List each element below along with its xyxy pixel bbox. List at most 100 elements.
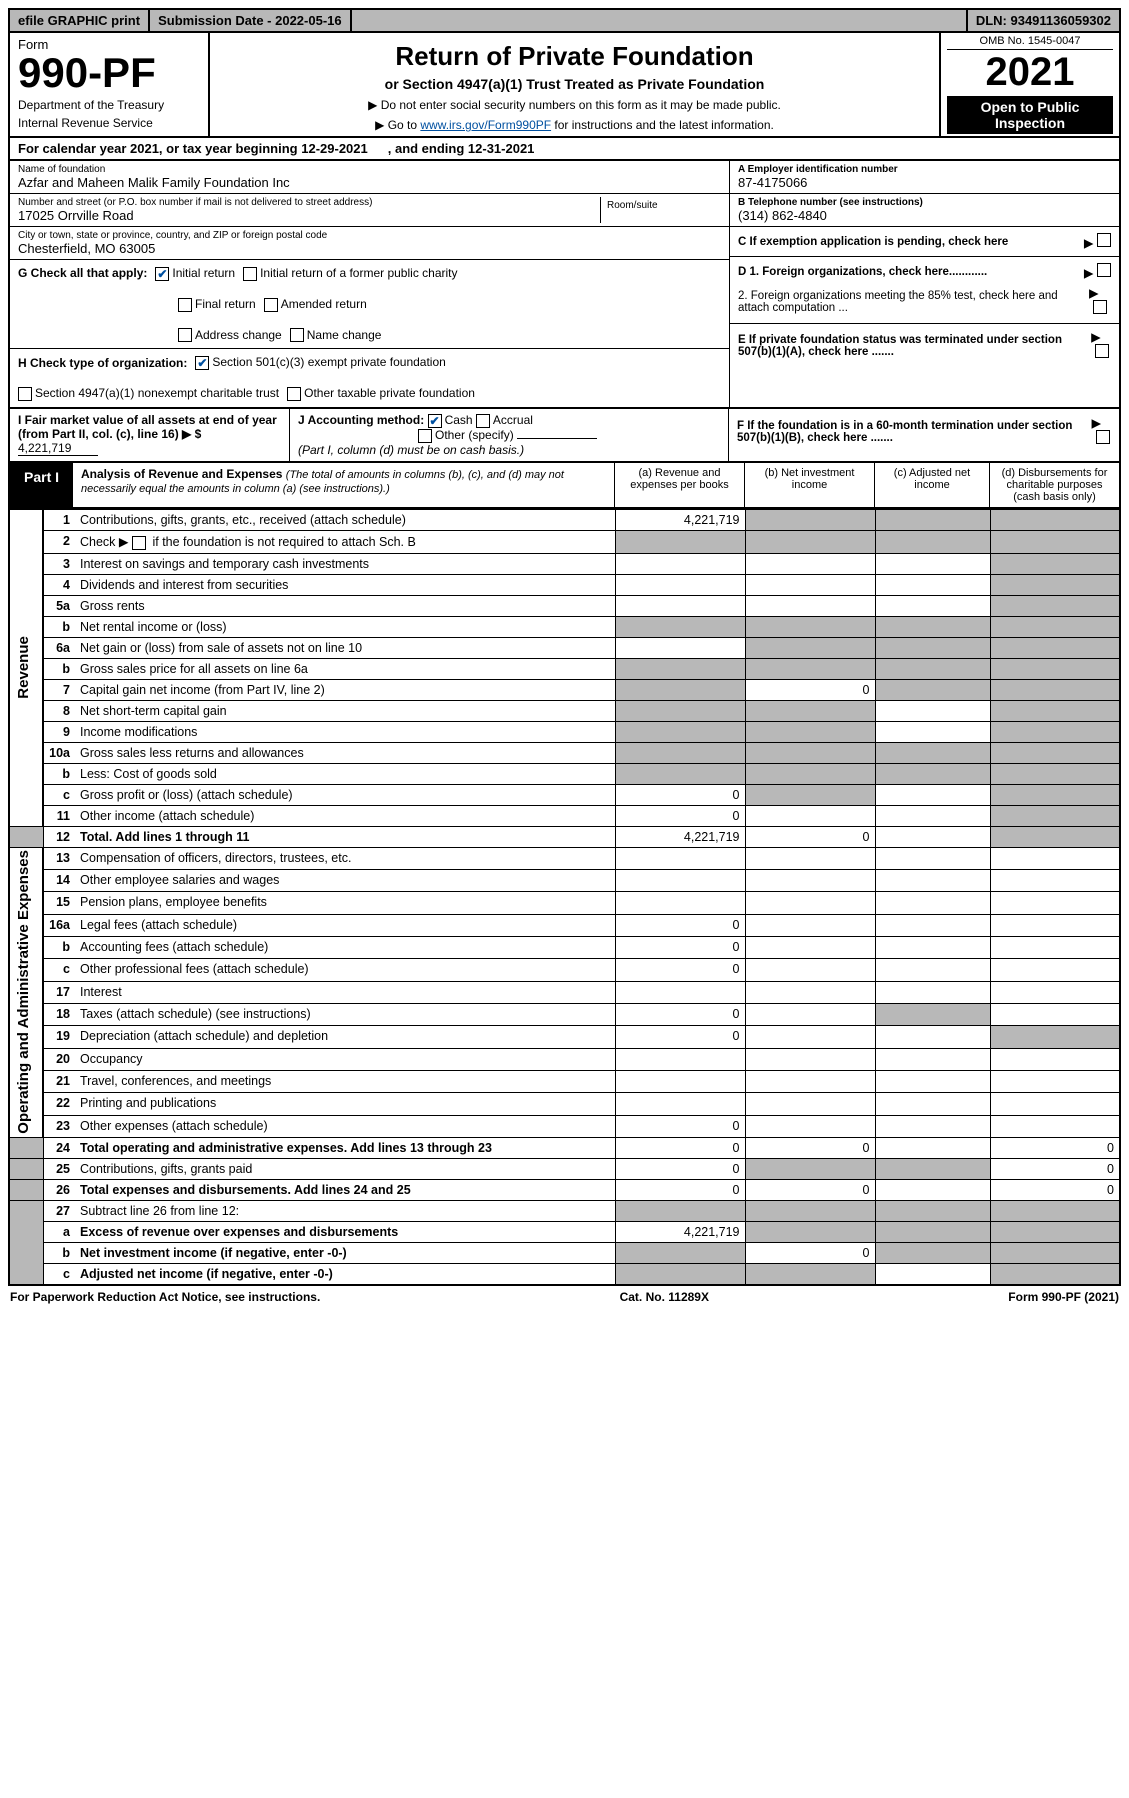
irs-link[interactable]: www.irs.gov/Form990PF [420, 118, 551, 132]
row-4-desc: Dividends and interest from securities [75, 574, 615, 595]
row-15-col-a [615, 892, 745, 914]
row-22-num: 22 [43, 1093, 75, 1115]
ein-value: 87-4175066 [738, 175, 1111, 190]
row-23-desc: Other expenses (attach schedule) [75, 1115, 615, 1137]
row-27a: aExcess of revenue over expenses and dis… [9, 1222, 1120, 1243]
row-26-col-a: 0 [615, 1180, 745, 1201]
g-check-row: G Check all that apply: Initial return I… [10, 260, 729, 349]
row-2-post: if the foundation is not required to att… [149, 535, 416, 549]
row-3-desc: Interest on savings and temporary cash i… [75, 553, 615, 574]
c-label: C If exemption application is pending, c… [738, 236, 1008, 248]
omb-number: OMB No. 1545-0047 [947, 35, 1113, 50]
checkbox-initial-former[interactable] [243, 267, 257, 281]
row-25-col-d: 0 [990, 1159, 1120, 1180]
row-16b-desc: Accounting fees (attach schedule) [75, 936, 615, 958]
row-11-col-d [990, 805, 1120, 826]
d-cell: D 1. Foreign organizations, check here..… [730, 257, 1119, 324]
row-16c-col-a: 0 [615, 959, 745, 981]
row-2-desc: Check ▶ if the foundation is not require… [75, 530, 615, 553]
row-27a-col-a: 4,221,719 [615, 1222, 745, 1243]
checkbox-sch-b[interactable] [132, 536, 146, 550]
row-10a-col-d [990, 742, 1120, 763]
col-a-header: (a) Revenue and expenses per books [614, 463, 744, 507]
checkbox-f[interactable] [1096, 430, 1110, 444]
row-1-col-b [745, 509, 875, 530]
checkbox-address-change[interactable] [178, 328, 192, 342]
city-value: Chesterfield, MO 63005 [18, 241, 721, 256]
header-mid: Return of Private Foundation or Section … [210, 33, 939, 136]
row-27c-col-c [875, 1264, 990, 1286]
row-23: 23Other expenses (attach schedule)0 [9, 1115, 1120, 1137]
row-27: 27Subtract line 26 from line 12: [9, 1201, 1120, 1222]
row-27a-desc: Excess of revenue over expenses and disb… [75, 1222, 615, 1243]
entity-info-grid: Name of foundation Azfar and Maheen Mali… [8, 161, 1121, 409]
checkbox-cash[interactable] [428, 414, 442, 428]
row-14-col-a [615, 869, 745, 891]
checkbox-501c3[interactable] [195, 356, 209, 370]
row-25-num: 25 [43, 1159, 75, 1180]
checkbox-other-method[interactable] [418, 429, 432, 443]
row-26: 26Total expenses and disbursements. Add … [9, 1180, 1120, 1201]
g-final: Final return [178, 297, 256, 312]
header-left: Form 990-PF Department of the Treasury I… [10, 33, 210, 136]
address-value: 17025 Orrville Road [18, 208, 600, 223]
row-19: 19Depreciation (attach schedule) and dep… [9, 1026, 1120, 1048]
checkbox-d2[interactable] [1093, 300, 1107, 314]
h-label: H Check type of organization: [18, 356, 187, 370]
checkbox-c[interactable] [1097, 233, 1111, 247]
row-5a-col-a [615, 595, 745, 616]
row-27-side [9, 1201, 43, 1286]
checkbox-name-change[interactable] [290, 328, 304, 342]
row-10c-col-a: 0 [615, 784, 745, 805]
row-24-num: 24 [43, 1138, 75, 1159]
row-16a-col-a: 0 [615, 914, 745, 936]
row-1-desc: Contributions, gifts, grants, etc., rece… [75, 509, 615, 530]
row-27c: cAdjusted net income (if negative, enter… [9, 1264, 1120, 1286]
row-5b-desc: Net rental income or (loss) [75, 616, 615, 637]
row-16c: cOther professional fees (attach schedul… [9, 959, 1120, 981]
column-headers: (a) Revenue and expenses per books (b) N… [614, 463, 1119, 507]
checkbox-accrual[interactable] [476, 414, 490, 428]
row-5b: bNet rental income or (loss) [9, 616, 1120, 637]
row-7-col-c [875, 679, 990, 700]
row-6b-num: b [43, 658, 75, 679]
row-17-col-a [615, 981, 745, 1003]
row-13-desc: Compensation of officers, directors, tru… [75, 847, 615, 869]
row-2-col-c [875, 530, 990, 553]
row-1-num: 1 [43, 509, 75, 530]
row-14-col-b [745, 869, 875, 891]
row-1: Revenue 1 Contributions, gifts, grants, … [9, 509, 1120, 530]
c-cell: C If exemption application is pending, c… [730, 227, 1119, 257]
d1-arrow-box: ▶ [1084, 263, 1111, 280]
checkbox-d1[interactable] [1097, 263, 1111, 277]
row-19-desc: Depreciation (attach schedule) and deple… [75, 1026, 615, 1048]
g-label: G Check all that apply: [18, 266, 147, 280]
row-11-num: 11 [43, 805, 75, 826]
info-right: A Employer identification number 87-4175… [729, 161, 1119, 407]
d2-arrow-box: ▶ [1089, 286, 1111, 317]
row-14: 14Other employee salaries and wages [9, 869, 1120, 891]
row-27-col-b [745, 1201, 875, 1222]
row-27-col-c [875, 1201, 990, 1222]
checkbox-e[interactable] [1095, 344, 1109, 358]
form-title: Return of Private Foundation [220, 41, 929, 72]
checkbox-initial-return[interactable] [155, 267, 169, 281]
submission-date-label: Submission Date - [158, 13, 275, 28]
col-d-header: (d) Disbursements for charitable purpose… [989, 463, 1119, 507]
row-27b-num: b [43, 1243, 75, 1264]
row-3-num: 3 [43, 553, 75, 574]
checkbox-final-return[interactable] [178, 298, 192, 312]
dln-value: 93491136059302 [1010, 13, 1111, 28]
row-10b-col-b [745, 763, 875, 784]
row-9-col-c [875, 721, 990, 742]
row-27c-col-a [615, 1264, 745, 1286]
checkbox-4947a1[interactable] [18, 387, 32, 401]
dept-treasury: Department of the Treasury [18, 98, 200, 112]
row-5a: 5aGross rents [9, 595, 1120, 616]
checkbox-other-taxable[interactable] [287, 387, 301, 401]
row-13-col-d [990, 847, 1120, 869]
calyear-text: For calendar year 2021, or tax year begi… [18, 141, 368, 156]
row-5a-col-c [875, 595, 990, 616]
checkbox-amended-return[interactable] [264, 298, 278, 312]
calendar-year-row: For calendar year 2021, or tax year begi… [8, 138, 1121, 161]
